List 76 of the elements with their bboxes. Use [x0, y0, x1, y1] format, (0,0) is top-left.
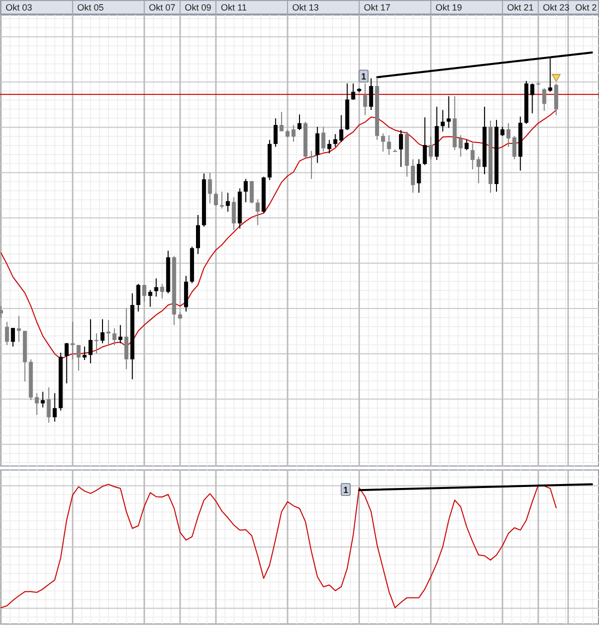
candlestick [148, 290, 152, 308]
x-tick-label: Okt 21 [507, 2, 534, 12]
candlestick [500, 126, 504, 136]
candlestick [142, 284, 146, 302]
candlestick [476, 156, 481, 184]
candlestick [398, 130, 403, 168]
candlestick [40, 391, 45, 408]
x-tick-label: Okt 03 [6, 2, 32, 12]
candlestick [369, 78, 374, 111]
candlestick [292, 124, 296, 142]
candlestick [4, 321, 9, 346]
x-tick-label: Okt 13 [292, 2, 319, 12]
candlestick [250, 180, 254, 204]
candlestick [46, 386, 51, 424]
candlestick [309, 150, 314, 180]
candlestick [100, 318, 104, 344]
candlestick [256, 198, 260, 226]
candlestick [106, 319, 110, 346]
candlestick [297, 114, 302, 131]
x-tick-label: Okt 11 [220, 2, 247, 12]
candlestick [506, 122, 510, 148]
candlestick [512, 135, 516, 160]
candlestick [10, 327, 15, 348]
x-tick-label: Okt 2 [575, 2, 597, 12]
candlestick [464, 139, 469, 151]
candlestick [244, 178, 248, 203]
x-tick-label: Okt 09 [184, 2, 212, 12]
candlestick [82, 346, 87, 361]
candlestick [458, 134, 463, 158]
candlestick [446, 96, 451, 128]
candlestick [64, 342, 69, 384]
candlestick [274, 118, 278, 148]
candlestick [339, 114, 344, 143]
candlestick [410, 158, 415, 194]
annotation: 1 [343, 484, 348, 495]
candlestick [196, 214, 200, 254]
candlestick [416, 158, 421, 194]
x-tick-label: Okt 05 [77, 2, 104, 12]
candlestick [530, 82, 534, 114]
candlestick [470, 142, 475, 170]
candlestick [136, 283, 140, 312]
candlestick [0, 306, 3, 319]
x-tick-label: Okt 23 [542, 2, 570, 12]
candlestick [381, 132, 386, 152]
candlestick [76, 344, 81, 372]
x-tick-label: Okt 17 [364, 2, 390, 12]
candlestick [333, 134, 338, 148]
candlestick [327, 139, 332, 154]
candlestick [387, 134, 392, 156]
candlestick [34, 392, 39, 416]
candlestick [118, 324, 122, 344]
candlestick [428, 136, 433, 160]
candlestick [16, 315, 21, 342]
candlestick [440, 110, 445, 132]
candlestick [422, 116, 427, 166]
candlestick [542, 88, 546, 112]
candlestick [52, 392, 57, 422]
candlestick [226, 192, 230, 212]
x-tick-label: Okt 07 [148, 2, 176, 12]
annotation: 1 [361, 72, 366, 82]
candlestick [214, 192, 218, 206]
candlestick [124, 308, 128, 370]
candlestick [321, 126, 326, 152]
candlestick [208, 172, 212, 204]
candlestick [112, 328, 116, 346]
x-tick-label: Okt 19 [435, 2, 462, 12]
candlestick [220, 191, 224, 209]
candlestick [315, 126, 320, 164]
candlestick [232, 196, 236, 230]
candlestick [154, 278, 158, 298]
candlestick [363, 82, 368, 116]
candlestick [351, 82, 356, 100]
candlestick [94, 332, 99, 354]
candlestick [160, 283, 164, 299]
candlestick [280, 111, 284, 132]
candlestick [88, 318, 93, 364]
